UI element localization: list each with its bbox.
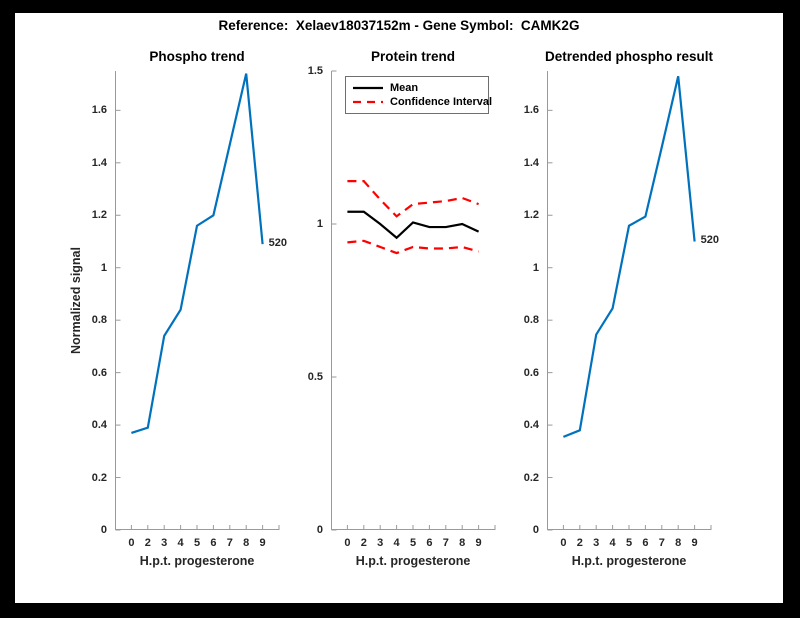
y-tick-label: 0.2 (523, 471, 539, 484)
y-tick-label: 0 (100, 524, 107, 536)
x-tick-label: 9 (475, 537, 482, 549)
legend-item-mean: Mean (352, 81, 488, 95)
plot-area (115, 71, 280, 531)
y-tick-label: 0.8 (91, 314, 107, 327)
x-tick-label: 9 (259, 537, 266, 549)
y-tick-label: 0.2 (91, 471, 107, 484)
x-tick-label: 6 (426, 537, 433, 549)
plot-title: Detrended phospho result (544, 49, 714, 64)
series-end-label: 520 (700, 234, 719, 247)
y-tick-label: 0.8 (523, 314, 539, 327)
x-tick-label: 8 (459, 537, 466, 549)
x-tick-label: 0 (128, 537, 135, 549)
y-tick-label: 1.5 (307, 65, 323, 77)
x-tick-label: 9 (691, 537, 698, 549)
x-tick-label: 3 (161, 537, 168, 549)
mean-line-sample-icon (353, 86, 383, 90)
ci-line-sample-icon (353, 100, 383, 104)
plot-area (331, 70, 496, 531)
y-tick-label: 1 (532, 261, 539, 274)
x-tick-label: 3 (377, 537, 384, 549)
y-tick-label: 0.6 (91, 366, 107, 379)
y-axis-label-wrap: Normalized signal (68, 71, 84, 530)
x-tick-label: 4 (177, 537, 184, 549)
legend-label: Mean (390, 82, 419, 94)
x-tick-label: 6 (210, 537, 217, 549)
x-axis-label: H.p.t. progesterone (571, 554, 687, 568)
x-tick-label: 3 (593, 537, 600, 549)
subplot-detrended-phospho: Detrended phospho result 520 H.p.t. prog… (524, 49, 719, 568)
y-tick-label: 0.4 (91, 419, 107, 432)
x-tick-label: 8 (675, 537, 682, 549)
figure-canvas: Reference: Xelaev18037152m - Gene Symbol… (15, 13, 783, 603)
x-tick-label: 4 (609, 537, 616, 549)
y-tick-label: 1.6 (91, 104, 107, 117)
plot-area (547, 71, 712, 531)
y-tick-label: 0.6 (523, 366, 539, 379)
y-tick-label: 0 (316, 524, 323, 536)
x-tick-label: 5 (625, 537, 633, 549)
y-tick-label: 1.2 (91, 209, 107, 222)
legend-item-confidence-interval: Confidence Interval (352, 95, 492, 109)
x-axis-label: H.p.t. progesterone (139, 554, 255, 568)
x-axis-label: H.p.t. progesterone (355, 554, 471, 568)
series-line (347, 239, 479, 255)
series-line (347, 210, 480, 240)
x-tick-label: 0 (344, 537, 351, 549)
subplot-protein-trend: Protein trend Mean Confidence Interval H… (308, 49, 496, 568)
x-tick-label: 8 (243, 537, 250, 549)
x-tick-label: 2 (360, 537, 367, 549)
series-line (347, 180, 479, 218)
x-tick-label: 2 (144, 537, 151, 549)
y-tick-label: 1.4 (91, 156, 107, 169)
figure-title: Reference: Xelaev18037152m - Gene Symbol… (218, 18, 580, 33)
x-tick-label: 5 (193, 537, 201, 549)
y-tick-label: 0.4 (523, 419, 539, 432)
x-tick-label: 6 (642, 537, 649, 549)
plot-title: Phospho trend (149, 49, 245, 64)
series-line (131, 73, 264, 435)
x-tick-label: 5 (409, 537, 417, 549)
subplot-phospho-trend: Phospho trend Normalized signal 520 H.p.… (69, 49, 287, 568)
y-tick-label: 1.4 (523, 156, 539, 169)
y-tick-label: 0.5 (307, 371, 323, 383)
legend: Mean Confidence Interval (345, 76, 492, 114)
legend-label: Confidence Interval (390, 96, 493, 108)
x-tick-label: 7 (226, 537, 233, 549)
series-end-label: 520 (268, 237, 287, 250)
x-tick-label: 7 (658, 537, 665, 549)
y-tick-label: 1 (100, 261, 107, 274)
y-tick-label: 0 (532, 524, 539, 536)
y-tick-label: 1.6 (523, 104, 539, 117)
x-tick-label: 0 (560, 537, 567, 549)
plot-title: Protein trend (370, 49, 456, 64)
x-tick-label: 4 (393, 537, 400, 549)
series-line (562, 75, 696, 438)
y-tick-label: 1 (316, 218, 323, 230)
x-tick-label: 7 (442, 537, 449, 549)
y-tick-label: 1.2 (523, 209, 539, 222)
x-tick-label: 2 (576, 537, 583, 549)
